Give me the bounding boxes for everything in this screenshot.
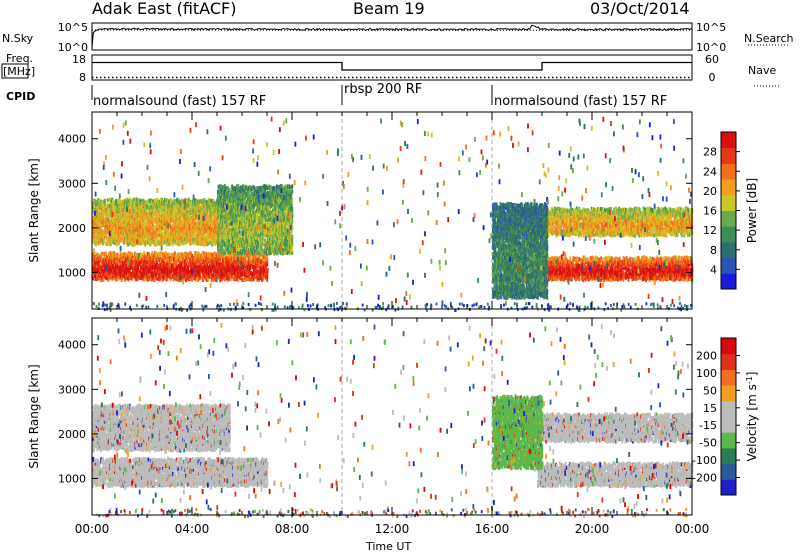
- freq-tick-bottom: 8: [79, 71, 86, 84]
- echo-cell: [238, 278, 240, 282]
- echo-cell: [137, 234, 139, 238]
- echo-cell: [101, 257, 103, 261]
- nave-tick-bottom: 0: [709, 71, 716, 84]
- echo-cell: [241, 278, 243, 282]
- series-n-sky: [92, 25, 692, 48]
- echo-cell: [133, 198, 135, 202]
- freq-unit-box: [2, 64, 28, 78]
- echo-cell: [101, 252, 103, 256]
- echo-cell: [221, 198, 223, 202]
- power-heatmap-cells: [92, 117, 693, 313]
- echo-cell: [143, 255, 145, 259]
- echo-cell: [107, 198, 109, 202]
- echo-cell: [221, 270, 223, 274]
- echo-cell: [266, 258, 268, 262]
- echo-cell: [176, 260, 178, 264]
- echo-cell: [162, 232, 164, 236]
- radar-figure: 10^510^010^510^01886001000200030004000Sl…: [0, 0, 800, 554]
- freq-tick-top: 18: [72, 53, 86, 66]
- freq-panel-frame: [92, 55, 692, 80]
- echo-cell: [105, 251, 107, 255]
- echo-cell: [175, 242, 177, 246]
- nsky-tick-top: 10^5: [58, 21, 88, 34]
- nsky-panel-frame: [92, 23, 692, 50]
- echo-cell: [265, 266, 267, 270]
- echo-cell: [191, 278, 193, 282]
- nave-tick-top: 60: [705, 53, 719, 66]
- echo-cell: [200, 276, 202, 280]
- echo-cell: [123, 241, 125, 245]
- echo-cell: [105, 199, 107, 203]
- series-freq: [92, 63, 692, 71]
- echo-cell: [202, 242, 204, 246]
- nsearch-tick-top: 10^5: [696, 21, 726, 34]
